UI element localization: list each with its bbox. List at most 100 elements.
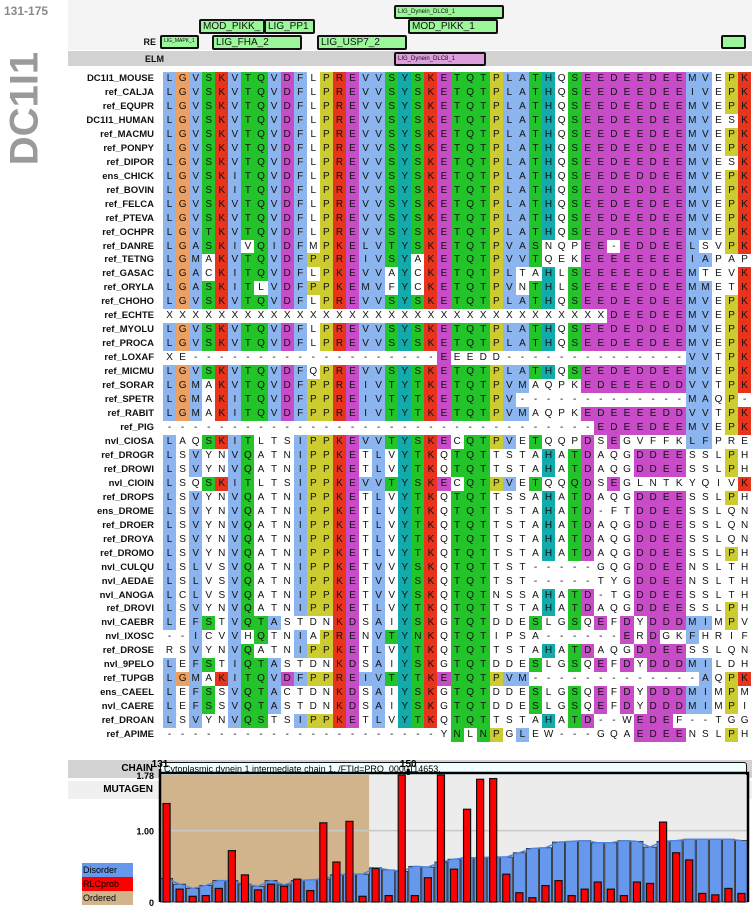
motif-lig-usp7-2[interactable]: LIG_USP7_2 [317,35,407,50]
residue: - [612,673,616,685]
residue: - [599,352,603,364]
residue: D [646,295,660,310]
residue: - [350,422,355,433]
sequence-name[interactable]: ref_PONPY [103,142,154,154]
sequence-name[interactable]: ref_TUPGB [103,673,154,685]
sequence-name[interactable]: ref_DROWI [103,463,154,475]
residue: - [690,673,694,685]
sequence-name[interactable]: nvl_CULQU [101,561,154,573]
residue: L [310,324,317,336]
sequence-name[interactable]: ref_ORYLA [103,282,154,294]
residue: Q [254,155,268,170]
elm-lig-dynein[interactable]: LIG_Dynein_DLC8_1 [394,52,486,66]
sequence-name[interactable]: ref_PTEVA [105,212,154,224]
sequence-name[interactable]: nvl_CAERE [101,701,154,713]
sequence-name[interactable]: ref_DROER [102,519,154,531]
residue: T [476,253,490,268]
residue: S [411,85,425,100]
sequence-name[interactable]: ens_CHICK [102,170,154,182]
sequence-name[interactable]: nvl_CAEBR [101,617,154,629]
sequence-name[interactable]: ref_TETNG [104,254,154,266]
residue: D [646,211,660,226]
residue: V [228,72,242,86]
residue: E [345,462,360,477]
residue: Q [254,85,268,100]
residue: T [385,434,399,449]
sequence-name[interactable]: ref_MYOLU [102,324,154,336]
motif-lig-fha-2[interactable]: LIG_FHA_2 [212,35,302,50]
sequence-name[interactable]: ens_DROME [96,505,154,517]
residue: N [218,463,226,475]
sequence-name[interactable]: ref_APIME [106,729,154,741]
sequence-name[interactable]: ref_DROGR [101,449,154,461]
residue: P [489,239,503,254]
residue: T [476,225,490,240]
residue: V [728,477,735,489]
sequence-name[interactable]: ref_PIG [120,422,154,433]
sequence-name[interactable]: nvl_AEDAE [101,575,154,587]
sequence-name[interactable]: ref_EQUPR [102,100,154,112]
sequence-name[interactable]: ref_DROYA [103,533,154,545]
sequence-name[interactable]: ref_LOXAF [104,352,154,364]
residue: Q [610,645,618,657]
residue: K [738,197,752,212]
residue: T [568,448,582,463]
residue: L [558,268,565,280]
residue: S [202,183,216,198]
residue: T [241,672,255,687]
sequence-name[interactable]: ref_CHOHO [101,296,154,308]
sequence-name[interactable]: ref_SPETR [104,394,154,406]
sequence-name[interactable]: ref_DROMO [100,547,154,559]
sequence-name[interactable]: ref_FELCA [104,198,154,210]
residue: T [297,701,304,713]
residue: D [581,532,595,547]
residue: V [372,574,386,589]
sequence-name[interactable]: nvl_CIOSA [104,435,154,447]
sequence-name[interactable]: nvl_IXOSC [105,631,154,643]
sequence-name[interactable]: nvl_CIOIN [108,477,154,489]
disorder-bar [525,848,539,903]
motif-mod-pikk[interactable]: MOD_PIKK_ [199,19,265,34]
sequence-name[interactable]: ref_ECHTE [104,310,154,322]
residue: T [362,603,369,615]
sequence-name[interactable]: DC1I1_MOUSE [86,73,154,84]
sequence-name[interactable]: ref_DROAN [101,715,154,727]
residue: T [271,603,278,615]
sequence-name[interactable]: ref_OCHPR [102,226,154,238]
sequence-name[interactable]: ref_PROCA [102,338,154,350]
residue: K [332,532,346,547]
motif-mod-pikk-1[interactable]: MOD_PIKK_1 [408,19,498,34]
sequence-name[interactable]: ref_DROPS [102,491,154,503]
sequence-name[interactable]: ref_DIPOR [106,156,154,168]
sequence-name[interactable]: DC1I1_HUMAN [86,114,154,126]
motif-small-box[interactable] [721,35,746,49]
sequence-name[interactable]: ref_CALJA [104,86,154,98]
motif-lig-pp1[interactable]: LIG_PP1 [264,19,315,34]
residue: V [372,393,386,408]
rlcprob-bar [502,873,511,903]
sequence-name[interactable]: nvl_9PELO [103,659,154,671]
residue: Y [205,603,213,615]
motif-lig-dynein[interactable]: LIG_Dynein_DLC8_1 [394,5,504,19]
residue: S [506,575,513,587]
sequence-name[interactable]: ref_RABIT [107,408,154,420]
residue: V [189,532,203,547]
residue: D [646,141,660,156]
residue: L [372,462,386,477]
sequence-name[interactable]: ens_CAEEL [100,687,154,699]
sequence-name[interactable]: ref_SORAR [102,380,154,392]
residue: L [310,296,317,308]
sequence-name[interactable]: ref_DROSE [102,645,154,657]
residue: D [309,701,317,713]
sequence-name[interactable]: ref_DROVI [106,603,154,615]
residue: L [637,477,643,489]
sequence-name[interactable]: ref_MACMU [100,128,154,140]
residue: T [271,435,278,447]
sequence-name[interactable]: ref_DANRE [102,240,154,252]
residue: D [309,659,317,671]
sequence-name[interactable]: ref_MICMU [104,366,154,378]
sequence-name[interactable]: ref_GASAC [102,268,154,280]
motif-lig-mapk[interactable]: LIG_MAPK_1 [160,35,199,49]
sequence-name[interactable]: ref_BOVIN [106,184,154,196]
sequence-name[interactable]: nvl_ANOGA [99,589,154,601]
